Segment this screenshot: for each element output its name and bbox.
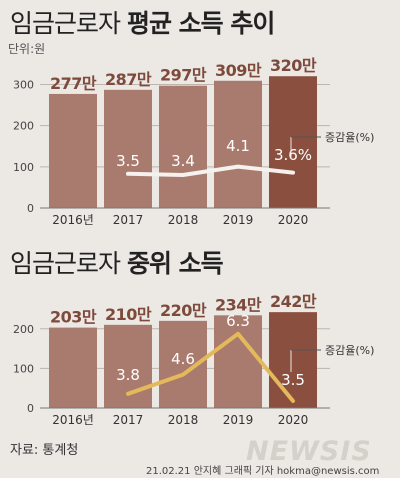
chart2-bar-label-2: 220만 xyxy=(160,301,207,320)
chart2-rate-line xyxy=(126,331,295,403)
chart1-xtick-4: 2020 xyxy=(278,213,309,227)
chart2-xtick-4: 2020 xyxy=(278,413,309,427)
unit-label: 단위:원 xyxy=(8,42,46,56)
chart2-bar-3 xyxy=(214,315,262,408)
chart2-ytick-0: 0 xyxy=(27,402,34,415)
chart1-xtick-2: 2018 xyxy=(168,213,199,227)
chart1-rate-label-0: 3.5 xyxy=(116,152,140,170)
chart1-rate-label-2: 4.1 xyxy=(226,137,250,155)
chart1-ytick-1: 100 xyxy=(13,161,34,174)
chart2-rate-label-1: 4.6 xyxy=(171,350,195,368)
chart1-bar-label-4: 320만 xyxy=(270,56,317,75)
chart1-bar-3 xyxy=(214,80,262,208)
chart2-title-main: 임금근로자 xyxy=(10,249,121,278)
chart2-bar-0 xyxy=(49,327,97,408)
chart1-series-label: 증감율(%) xyxy=(325,131,374,144)
chart2-xtick-3: 2019 xyxy=(223,413,254,427)
chart1-title: 임금근로자 평균 소득 추이 xyxy=(10,4,275,40)
chart2-ytick-1: 100 xyxy=(13,362,34,375)
newsis-watermark: NEWSIS xyxy=(246,436,372,467)
chart2-bar-label-4: 242만 xyxy=(270,292,317,311)
credit-text: 21.02.21 안지혜 그래픽 기자 hokma@newsis.com xyxy=(146,466,380,477)
chart2-xtick-2: 2018 xyxy=(168,413,199,427)
chart1-xtick-1: 2017 xyxy=(113,213,144,227)
chart2-bar-4 xyxy=(269,312,317,408)
chart2-rate-label-3: 3.5 xyxy=(281,371,305,389)
chart1-bar-label-1: 287만 xyxy=(105,70,152,89)
chart2-rate-label-2: 6.3 xyxy=(226,312,250,330)
chart1-bar-2 xyxy=(159,85,207,208)
chart1-rate-label-1: 3.4 xyxy=(171,152,195,170)
chart2-xtick-1: 2017 xyxy=(113,413,144,427)
chart1: 0 100 200 300 277만 2016년 287만 2017 297만 2018 309만 2… xyxy=(13,56,374,227)
chart1-rate-label-3: 3.6% xyxy=(274,146,312,164)
chart1-bar-label-0: 277만 xyxy=(50,74,97,93)
chart1-xtick-0: 2016년 xyxy=(52,213,94,227)
chart2-bar-label-3: 234만 xyxy=(215,295,262,314)
chart2: 0 100 200 203만 2016년 210만 2017 220만 2018 234만 2019… xyxy=(13,292,374,427)
chart1-ytick-3: 300 xyxy=(13,78,34,91)
chart1-ytick-0: 0 xyxy=(27,202,34,215)
chart1-bar-4 xyxy=(269,76,317,208)
chart2-ytick-2: 200 xyxy=(13,323,34,336)
chart2-xtick-0: 2016년 xyxy=(52,413,94,427)
chart1-ytick-2: 200 xyxy=(13,120,34,133)
chart1-title-bold: 평균 소득 추이 xyxy=(126,9,275,38)
chart2-title-bold: 중위 소득 xyxy=(126,249,224,278)
source-text: 자료: 통계청 xyxy=(10,443,79,458)
chart2-title: 임금근로자 중위 소득 xyxy=(10,244,224,280)
chart1-bar-label-2: 297만 xyxy=(160,66,207,85)
chart1-bar-1 xyxy=(104,89,152,208)
chart2-series-label: 증감율(%) xyxy=(325,344,374,357)
chart1-bar-label-3: 309만 xyxy=(215,61,262,80)
chart1-rate-line xyxy=(126,164,295,177)
chart1-bar-0 xyxy=(49,93,97,208)
chart2-rate-label-0: 3.8 xyxy=(116,366,140,384)
chart1-xtick-3: 2019 xyxy=(223,213,254,227)
chart1-title-main: 임금근로자 xyxy=(10,9,121,38)
chart2-bar-label-1: 210만 xyxy=(105,305,152,324)
chart2-bar-label-0: 203만 xyxy=(50,308,97,327)
